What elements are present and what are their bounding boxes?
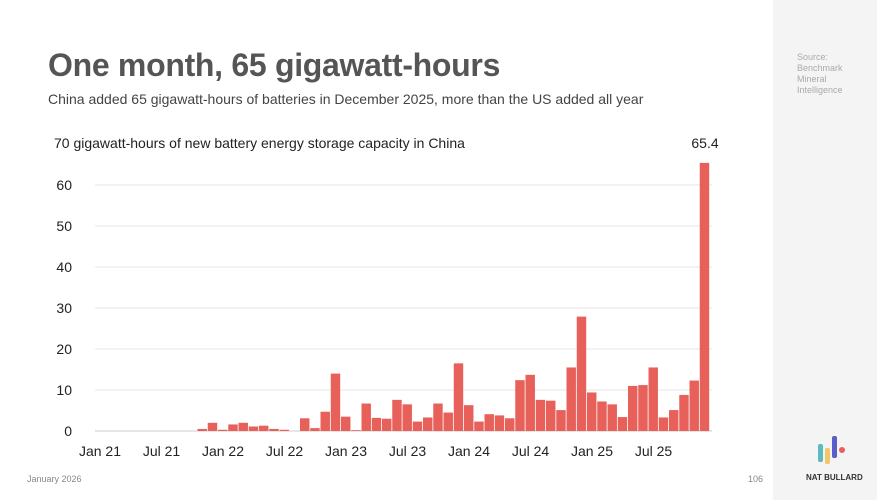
y-tick-label: 60 <box>56 177 72 193</box>
bar <box>423 417 433 431</box>
bar <box>505 418 515 431</box>
y-tick-label: 10 <box>56 382 72 398</box>
bar <box>525 374 535 431</box>
page-subtitle: China added 65 gigawatt-hours of batteri… <box>48 91 644 107</box>
bar <box>330 373 341 431</box>
x-tick-label: Jul 21 <box>143 443 181 459</box>
bar <box>402 404 412 431</box>
bar <box>515 380 525 431</box>
x-tick-label: Jan 21 <box>79 443 121 459</box>
page-number: 106 <box>748 474 764 484</box>
chart-title: 70 gigawatt-hours of new battery energy … <box>54 135 465 151</box>
bar <box>699 162 710 432</box>
x-tick-label: Jul 24 <box>512 443 550 459</box>
brand-logo-icon <box>818 436 845 464</box>
bar <box>494 415 505 431</box>
bar <box>474 421 484 431</box>
bar <box>433 403 443 431</box>
bar <box>341 416 351 431</box>
bar <box>484 414 494 431</box>
bar <box>628 385 638 431</box>
bar <box>371 417 382 431</box>
bar <box>464 405 474 431</box>
bar <box>259 425 269 431</box>
bar <box>576 316 587 431</box>
bar <box>238 422 248 431</box>
bar <box>382 418 392 431</box>
x-tick-label: Jul 22 <box>266 443 304 459</box>
bar <box>556 410 566 431</box>
bar <box>412 421 423 431</box>
bar <box>597 401 607 431</box>
bar <box>443 412 453 431</box>
bar <box>689 380 699 431</box>
bar <box>269 428 279 431</box>
bar <box>566 367 576 431</box>
x-tick-label: Jan 25 <box>571 443 613 459</box>
y-tick-label: 0 <box>64 423 72 439</box>
bar <box>228 424 238 431</box>
bar <box>587 392 597 431</box>
bar <box>197 428 207 431</box>
y-tick-label: 30 <box>56 300 72 316</box>
bar <box>607 404 617 431</box>
footer-date: January 2026 <box>27 474 82 484</box>
bar <box>392 399 402 431</box>
bar <box>351 430 361 431</box>
brand-name: NAT BULLARD <box>806 473 863 482</box>
bar <box>546 400 556 431</box>
bar <box>617 417 628 431</box>
bar <box>218 429 228 431</box>
x-tick-label: Jul 23 <box>389 443 427 459</box>
sidebar-panel <box>773 0 877 500</box>
bar <box>310 428 320 431</box>
x-tick-label: Jul 25 <box>635 443 673 459</box>
source-note: Source: Benchmark Mineral Intelligence <box>797 52 843 95</box>
annotation-label: 65.4 <box>691 135 718 151</box>
bar <box>320 411 330 431</box>
bar <box>669 410 679 431</box>
y-tick-label: 40 <box>56 259 72 275</box>
bar <box>300 418 310 431</box>
bar <box>638 385 648 431</box>
bar <box>658 417 669 431</box>
y-tick-label: 50 <box>56 218 72 234</box>
bar <box>207 422 218 431</box>
x-tick-label: Jan 23 <box>325 443 367 459</box>
x-tick-label: Jan 24 <box>448 443 490 459</box>
x-tick-label: Jan 22 <box>202 443 244 459</box>
bar <box>361 403 371 431</box>
y-tick-label: 20 <box>56 341 72 357</box>
bar <box>453 363 464 431</box>
bar <box>248 426 259 431</box>
bar <box>279 429 289 431</box>
bar <box>535 399 546 431</box>
bar <box>679 394 689 431</box>
bar <box>648 367 658 431</box>
page-title: One month, 65 gigawatt-hours <box>48 47 501 83</box>
